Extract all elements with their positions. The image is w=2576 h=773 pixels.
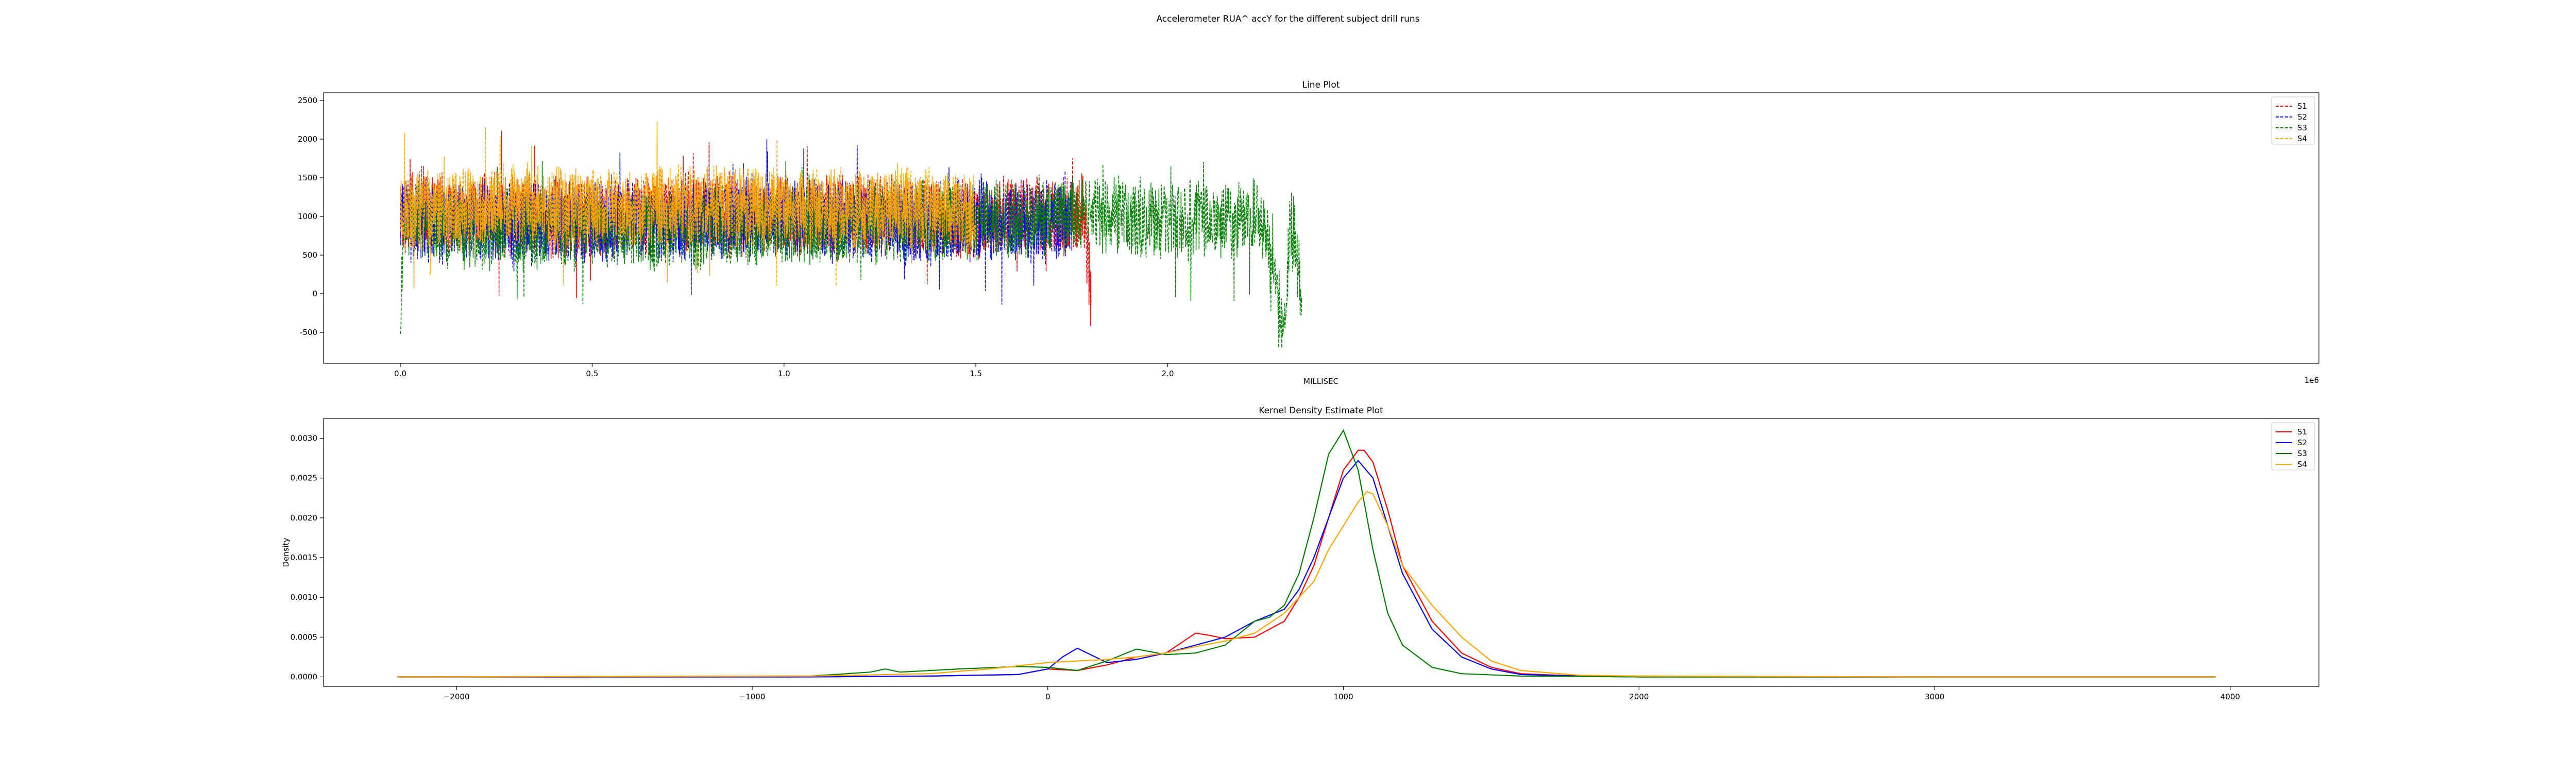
line-plot-x-tick-label: 2.0 xyxy=(1162,369,1174,378)
line-plot-frame xyxy=(323,92,2319,364)
line-plot-legend-label: S4 xyxy=(2297,134,2307,143)
line-plot-y-tick-label: 1500 xyxy=(298,173,317,182)
kde-plot-y-tick-label: 0.0010 xyxy=(291,593,318,602)
kde-plot: Kernel Density Estimate Plot Density −20… xyxy=(281,406,2319,701)
kde-plot-series-layer xyxy=(397,429,2216,678)
kde-plot-series-s2 xyxy=(397,460,2216,678)
line-plot-xlabel: MILLISEC xyxy=(1303,377,1338,386)
line-plot-title: Line Plot xyxy=(1302,80,1340,90)
kde-plot-title: Kernel Density Estimate Plot xyxy=(1259,406,1383,416)
kde-plot-legend-label: S2 xyxy=(2297,438,2307,447)
line-plot-series-layer xyxy=(400,122,1303,348)
kde-plot-y-tick-label: 0.0025 xyxy=(291,474,318,483)
kde-plot-frame xyxy=(323,418,2319,687)
line-plot-y-tick-label: 1000 xyxy=(298,212,317,221)
kde-plot-series-s1 xyxy=(397,449,2216,678)
line-plot-legend-frame xyxy=(2271,96,2315,145)
line-plot-x-tick-label: 0.5 xyxy=(586,369,598,378)
line-plot-y-tick-label: 500 xyxy=(302,250,317,260)
line-plot-series-s4 xyxy=(400,122,976,289)
line-plot-y-tick-label: 0 xyxy=(312,289,317,298)
kde-plot-y-tick-label: 0.0020 xyxy=(291,513,318,523)
kde-plot-ylabel: Density xyxy=(281,537,291,567)
kde-plot-x-tick-label: 2000 xyxy=(1629,692,1649,701)
kde-plot-legend-label: S1 xyxy=(2297,427,2307,436)
line-plot-y-tick-label: 2000 xyxy=(298,135,317,144)
kde-plot-legend-label: S3 xyxy=(2297,449,2307,458)
kde-plot-y-tick-label: 0.0000 xyxy=(291,672,318,681)
line-plot-x-tick-label: 1.5 xyxy=(970,369,982,378)
kde-plot-legend: S1 S2 S3 S4 xyxy=(2271,422,2315,470)
kde-plot-x-tick-label: 0 xyxy=(1045,692,1050,701)
line-plot-y-tick-label: 2500 xyxy=(298,96,317,105)
kde-plot-x-tick-label: −1000 xyxy=(739,692,766,701)
kde-plot-x-ticks: −2000 −1000 0 1000 2000 3000 4000 xyxy=(444,686,2240,701)
line-plot-y-tick-label: -500 xyxy=(300,328,317,337)
line-plot-x-offset: 1e6 xyxy=(2304,376,2319,385)
kde-plot-x-tick-label: −2000 xyxy=(444,692,470,701)
line-plot: Line Plot MILLISEC 1e6 0.0 0.5 1.0 1.5 2.0 -… xyxy=(298,80,2319,386)
line-plot-legend-label: S3 xyxy=(2297,123,2307,132)
kde-plot-x-tick-label: 3000 xyxy=(1925,692,1944,701)
line-plot-legend-label: S1 xyxy=(2297,102,2307,111)
kde-plot-x-tick-label: 4000 xyxy=(2221,692,2240,701)
kde-plot-y-ticks: 0.0000 0.0005 0.0010 0.0015 0.0020 0.0025 0.00… xyxy=(291,434,324,681)
kde-plot-legend-frame xyxy=(2271,422,2315,470)
line-plot-y-ticks: -500 0 500 1000 1500 2000 2500 xyxy=(298,96,324,337)
kde-plot-series-s4 xyxy=(397,491,2216,678)
kde-plot-y-tick-label: 0.0005 xyxy=(291,632,318,642)
kde-plot-series-s3 xyxy=(397,429,2216,678)
line-plot-legend-label: S2 xyxy=(2297,112,2307,122)
figure-suptitle: Accelerometer RUA^ accY for the differen… xyxy=(1156,14,1419,24)
line-plot-x-ticks: 0.0 0.5 1.0 1.5 2.0 xyxy=(394,363,1174,378)
kde-plot-x-tick-label: 1000 xyxy=(1333,692,1353,701)
line-plot-x-tick-label: 0.0 xyxy=(394,369,406,378)
line-plot-x-tick-label: 1.0 xyxy=(778,369,790,378)
kde-plot-y-tick-label: 0.0015 xyxy=(291,553,318,562)
kde-plot-y-tick-label: 0.0030 xyxy=(291,434,318,443)
kde-plot-legend-label: S4 xyxy=(2297,460,2307,469)
